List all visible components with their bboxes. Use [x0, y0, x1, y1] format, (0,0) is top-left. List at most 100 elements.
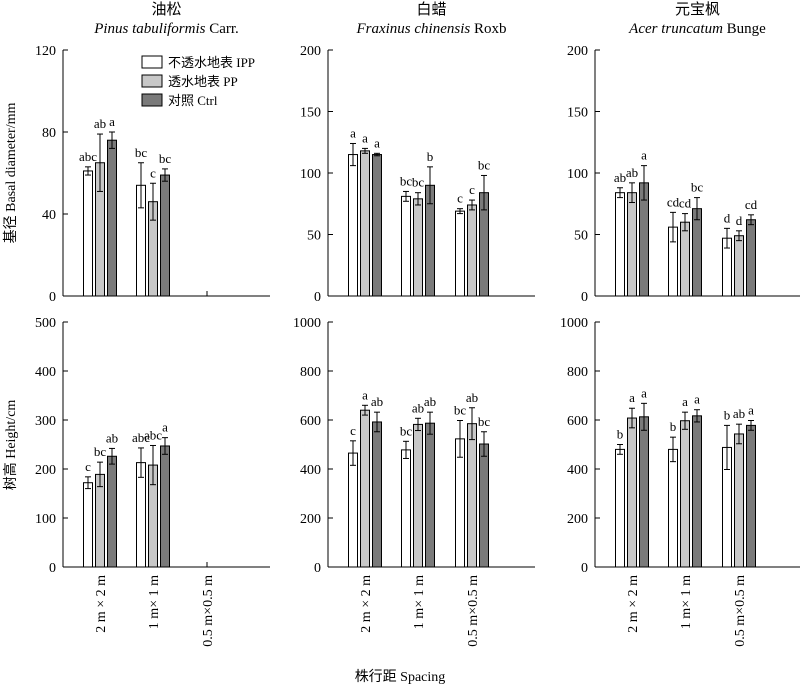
bar [360, 150, 370, 297]
panel-title-cn: 油松 [151, 1, 181, 18]
legend-swatch-pp [141, 74, 163, 88]
bar [107, 455, 117, 568]
panel-title-species: Acer truncatum Bunge [628, 21, 766, 37]
significance-label: ab [733, 406, 745, 421]
bar [83, 170, 93, 297]
panel-title-cn: 元宝枫 [675, 1, 720, 18]
y-tick-label: 100 [300, 167, 321, 182]
x-tick-label: 1 m× 1 m [147, 575, 162, 629]
significance-label: c [469, 182, 475, 197]
legend-label-pp: 透水地表 PP [168, 74, 238, 89]
significance-label: cd [745, 197, 758, 212]
significance-label: ab [412, 400, 424, 415]
y-tick-label: 600 [300, 414, 321, 429]
x-tick-label: 2 m × 2 m [359, 575, 374, 633]
bar [413, 423, 423, 568]
significance-label: abc [132, 430, 150, 445]
bar [401, 449, 411, 568]
significance-label: a [629, 390, 635, 405]
significance-label: c [457, 191, 463, 206]
bar [136, 462, 146, 568]
bar [360, 409, 370, 568]
significance-label: b [724, 407, 731, 422]
legend-label-ctrl: 对照 Ctrl [168, 93, 218, 108]
significance-label: ab [466, 390, 478, 405]
y-tick-label: 100 [35, 512, 56, 527]
species-authority: Bunge [723, 21, 766, 37]
y-tick-label: 200 [567, 44, 588, 59]
bar [95, 473, 105, 568]
significance-label: abc [144, 427, 162, 442]
bar [692, 208, 702, 297]
y-tick-label: 200 [35, 463, 56, 478]
significance-label: b [617, 427, 624, 442]
bar [627, 417, 637, 568]
species-authority: Carr. [205, 21, 238, 37]
significance-label: a [374, 135, 380, 150]
y-tick-label: 150 [300, 106, 321, 121]
significance-label: a [109, 114, 115, 129]
y-tick-label: 40 [42, 208, 56, 223]
bar [668, 448, 678, 568]
x-axis-title: 株行距 Spacing [355, 669, 446, 685]
legend: 不透水地表 IPP 透水地表 PP 对照 Ctrl [141, 55, 255, 108]
significance-label: bc [691, 180, 704, 195]
significance-label: a [162, 420, 168, 435]
bar [615, 192, 625, 297]
bar [734, 433, 744, 568]
significance-label: b [670, 419, 677, 434]
bar [639, 416, 649, 568]
significance-label: bc [454, 402, 467, 417]
y-tick-label: 0 [49, 290, 56, 305]
significance-label: ab [94, 116, 106, 131]
y-tick-label: 0 [314, 561, 321, 576]
y-tick-label: 300 [35, 414, 56, 429]
bar [692, 415, 702, 568]
significance-label: ab [106, 430, 118, 445]
y-tick-label: 120 [35, 44, 56, 59]
y-tick-label: 150 [567, 106, 588, 121]
panel-title-species: Fraxinus chinensis Roxb [355, 21, 506, 37]
y-tick-label: 0 [581, 561, 588, 576]
significance-label: a [748, 402, 754, 417]
y-tick-label: 1000 [560, 316, 588, 331]
bar [348, 452, 358, 568]
y-tick-label: 400 [35, 365, 56, 380]
y-tick-label: 100 [567, 167, 588, 182]
panel-title-species: Pinus tabuliformis Carr. [93, 21, 239, 37]
bar [680, 221, 690, 297]
bar [413, 198, 423, 297]
y-tick-label: 200 [300, 44, 321, 59]
legend-label-ipp: 不透水地表 IPP [168, 55, 255, 70]
significance-label: a [362, 130, 368, 145]
x-tick-label: 2 m × 2 m [626, 575, 641, 633]
y-axis-title-bottom: 树高 Height/cm [2, 400, 19, 491]
y-tick-label: 50 [574, 229, 588, 244]
significance-label: bc [94, 444, 107, 459]
x-tick-label: 0.5 m×0.5 m [466, 575, 481, 647]
y-tick-label: 800 [300, 365, 321, 380]
bar [372, 154, 382, 297]
significance-label: bc [478, 414, 491, 429]
bar [455, 438, 465, 568]
y-tick-label: 0 [314, 290, 321, 305]
significance-label: bc [412, 175, 425, 190]
significance-label: c [350, 423, 356, 438]
y-tick-label: 600 [567, 414, 588, 429]
y-tick-label: 1000 [293, 316, 321, 331]
bar [401, 195, 411, 297]
significance-label: b [427, 149, 434, 164]
y-tick-label: 400 [567, 463, 588, 478]
bar [425, 422, 435, 568]
bar [467, 204, 477, 297]
y-tick-label: 400 [300, 463, 321, 478]
y-tick-label: 50 [307, 229, 321, 244]
x-tick-label: 2 m × 2 m [94, 575, 109, 633]
significance-label: bc [400, 423, 413, 438]
significance-label: ab [424, 394, 436, 409]
